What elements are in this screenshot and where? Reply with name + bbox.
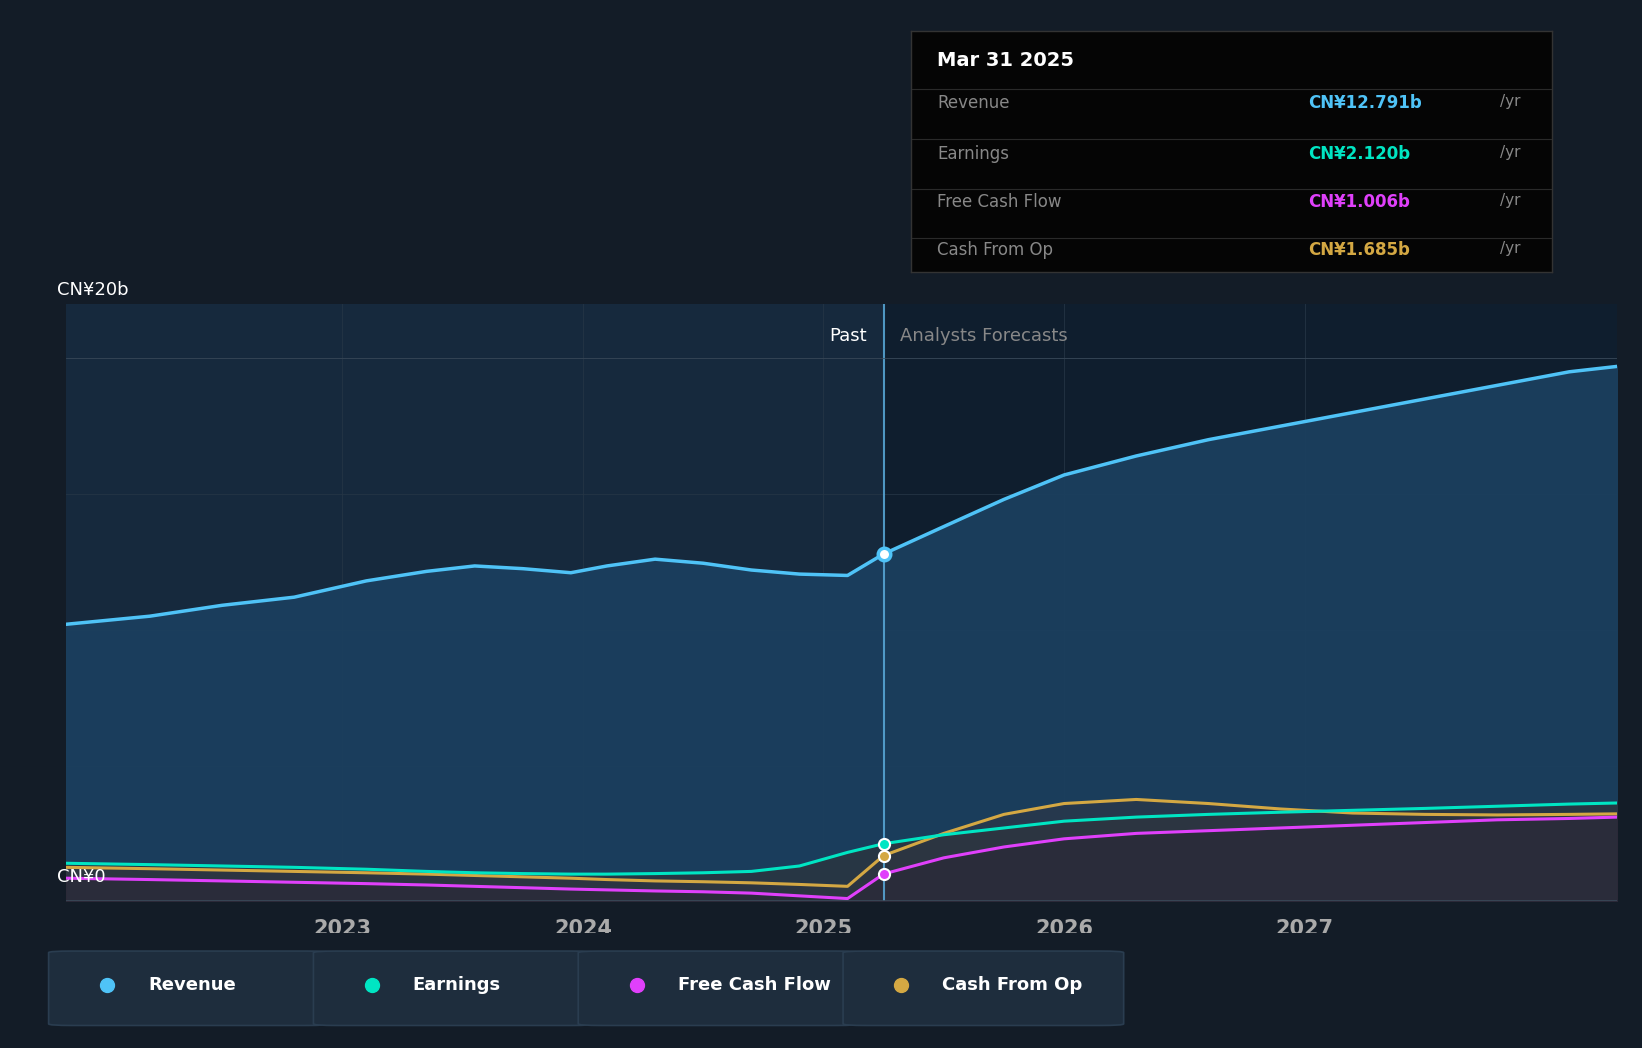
Text: /yr: /yr xyxy=(1501,241,1520,256)
Text: Revenue: Revenue xyxy=(938,94,1010,112)
FancyBboxPatch shape xyxy=(578,952,859,1025)
FancyBboxPatch shape xyxy=(842,952,1123,1025)
Text: CN¥1.006b: CN¥1.006b xyxy=(1309,193,1410,211)
Text: Mar 31 2025: Mar 31 2025 xyxy=(938,50,1074,70)
Text: Free Cash Flow: Free Cash Flow xyxy=(678,976,831,995)
Text: Cash From Op: Cash From Op xyxy=(943,976,1082,995)
Text: CN¥1.685b: CN¥1.685b xyxy=(1309,241,1410,259)
Text: /yr: /yr xyxy=(1501,193,1520,208)
Bar xyxy=(66,304,883,901)
Text: Revenue: Revenue xyxy=(148,976,236,995)
Text: Analysts Forecasts: Analysts Forecasts xyxy=(900,327,1069,345)
Bar xyxy=(883,304,1617,901)
Text: CN¥0: CN¥0 xyxy=(57,868,107,886)
Text: Past: Past xyxy=(829,327,867,345)
Text: CN¥12.791b: CN¥12.791b xyxy=(1309,94,1422,112)
Text: CN¥20b: CN¥20b xyxy=(57,281,130,299)
Text: Earnings: Earnings xyxy=(938,145,1008,162)
FancyBboxPatch shape xyxy=(49,952,328,1025)
FancyBboxPatch shape xyxy=(314,952,594,1025)
Text: Free Cash Flow: Free Cash Flow xyxy=(938,193,1061,211)
Text: /yr: /yr xyxy=(1501,145,1520,159)
Text: Earnings: Earnings xyxy=(412,976,501,995)
Text: CN¥2.120b: CN¥2.120b xyxy=(1309,145,1410,162)
Text: /yr: /yr xyxy=(1501,94,1520,109)
Text: Cash From Op: Cash From Op xyxy=(938,241,1053,259)
